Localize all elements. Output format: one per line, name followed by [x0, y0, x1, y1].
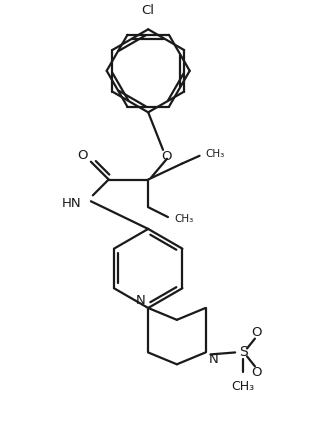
Text: O: O: [78, 149, 88, 162]
Text: O: O: [162, 150, 172, 163]
Text: N: N: [135, 294, 145, 307]
Text: CH₃: CH₃: [232, 380, 255, 393]
Text: O: O: [252, 366, 262, 379]
Text: O: O: [252, 326, 262, 339]
Text: CH₃: CH₃: [174, 214, 193, 224]
Text: HN: HN: [61, 197, 81, 210]
Text: CH₃: CH₃: [206, 149, 225, 159]
Text: Cl: Cl: [142, 4, 155, 17]
Text: S: S: [239, 346, 247, 360]
Text: N: N: [209, 354, 218, 366]
